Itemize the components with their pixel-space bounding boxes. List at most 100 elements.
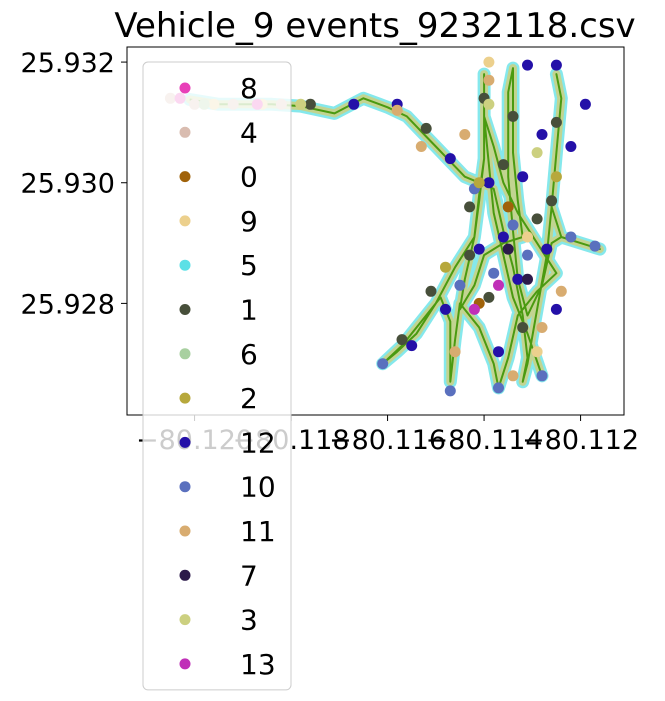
legend-marker xyxy=(179,259,191,271)
legend-label: 5 xyxy=(240,249,258,282)
event-point-12 xyxy=(348,98,360,110)
event-point-2 xyxy=(550,171,562,183)
legend-marker xyxy=(179,436,191,448)
legend-label: 1 xyxy=(240,294,258,327)
event-point-3 xyxy=(531,147,543,159)
event-point-10 xyxy=(507,219,519,231)
event-point-10 xyxy=(377,358,389,370)
event-point-10 xyxy=(565,231,577,243)
event-point-10 xyxy=(522,249,533,261)
legend: 8 4 0 9 5 1 6 2 12 10 11 7 3 13 xyxy=(142,61,292,691)
legend-box xyxy=(142,61,292,691)
event-point-0 xyxy=(502,201,514,213)
event-point-1 xyxy=(425,285,437,297)
event-point-11 xyxy=(483,74,495,86)
legend-label: 7 xyxy=(240,559,258,592)
event-point-12 xyxy=(565,141,577,152)
event-point-1 xyxy=(517,322,529,333)
event-point-12 xyxy=(579,98,591,110)
legend-marker xyxy=(179,304,191,315)
event-point-11 xyxy=(507,370,519,382)
plot-frame xyxy=(126,46,625,416)
event-point-11 xyxy=(449,346,461,358)
legend-label: 4 xyxy=(240,116,258,149)
event-point-1 xyxy=(396,334,408,346)
legend-label: 8 xyxy=(240,72,258,105)
event-point-13 xyxy=(468,303,480,315)
y-axis: 25.928 25.930 25.932 xyxy=(21,48,127,320)
event-point-12 xyxy=(550,59,562,71)
legend-marker xyxy=(179,171,191,183)
event-point-1 xyxy=(464,249,476,261)
legend-label: 12 xyxy=(240,426,276,459)
legend-label: 13 xyxy=(240,648,276,681)
event-point-10 xyxy=(454,279,466,291)
x-tick-label: −80.112 xyxy=(522,425,639,456)
x-tick-label: −80.114 xyxy=(426,425,543,456)
track-layer xyxy=(183,61,607,395)
event-point-1 xyxy=(550,116,562,128)
event-point-12 xyxy=(444,153,456,165)
legend-marker xyxy=(179,348,191,360)
event-point-1 xyxy=(483,291,495,303)
event-point-10 xyxy=(488,267,500,279)
legend-label: 3 xyxy=(240,604,258,637)
event-point-12 xyxy=(440,303,451,315)
y-tick-label: 25.932 xyxy=(21,48,115,79)
legend-marker xyxy=(179,126,191,138)
event-point-3 xyxy=(295,98,307,110)
event-point-9 xyxy=(483,56,495,68)
x-tick-label: −80.116 xyxy=(329,425,446,456)
event-point-7 xyxy=(502,243,514,255)
event-point-12 xyxy=(483,177,495,189)
legend-label: 11 xyxy=(240,515,276,548)
legend-marker xyxy=(179,481,191,493)
event-point-9 xyxy=(522,231,533,243)
event-point-2 xyxy=(473,177,485,189)
y-tick-label: 25.928 xyxy=(21,289,115,320)
event-point-11 xyxy=(415,141,427,152)
event-point-12 xyxy=(497,231,509,243)
event-point-9 xyxy=(531,346,543,358)
event-point-11 xyxy=(555,285,567,297)
event-point-12 xyxy=(541,243,553,255)
legend-label: 2 xyxy=(240,382,258,415)
event-point-12 xyxy=(517,171,529,183)
event-point-1 xyxy=(531,213,543,225)
legend-marker xyxy=(179,82,191,94)
legend-marker xyxy=(179,569,191,581)
event-point-13 xyxy=(493,279,504,291)
event-point-2 xyxy=(440,261,451,273)
y-tick-label: 25.930 xyxy=(21,169,115,200)
event-point-11 xyxy=(459,129,471,140)
legend-label: 9 xyxy=(240,205,258,238)
event-point-10 xyxy=(589,240,601,252)
legend-label: 6 xyxy=(240,338,258,371)
legend-label: 10 xyxy=(240,471,276,504)
legend-marker xyxy=(179,392,191,404)
event-point-1 xyxy=(304,98,316,110)
event-point-10 xyxy=(444,385,456,397)
event-point-12 xyxy=(473,243,485,255)
event-point-7 xyxy=(522,273,533,285)
event-point-12 xyxy=(536,129,548,140)
legend-marker xyxy=(179,658,191,670)
event-point-1 xyxy=(464,201,476,213)
legend-marker xyxy=(179,215,191,227)
legend-label: 0 xyxy=(240,161,258,194)
event-point-12 xyxy=(493,346,504,358)
event-point-12 xyxy=(522,59,533,71)
event-point-1 xyxy=(546,195,558,207)
event-point-11 xyxy=(391,104,403,116)
event-point-1 xyxy=(497,159,509,171)
chart-title: Vehicle_9 events_9232118.csv xyxy=(114,6,635,46)
event-point-1 xyxy=(420,122,432,134)
event-point-10 xyxy=(536,370,548,382)
event-point-11 xyxy=(536,322,548,333)
legend-marker xyxy=(179,525,191,537)
track-line xyxy=(189,67,601,389)
event-point-1 xyxy=(507,110,519,122)
event-point-3 xyxy=(483,98,495,110)
event-point-12 xyxy=(550,303,562,315)
